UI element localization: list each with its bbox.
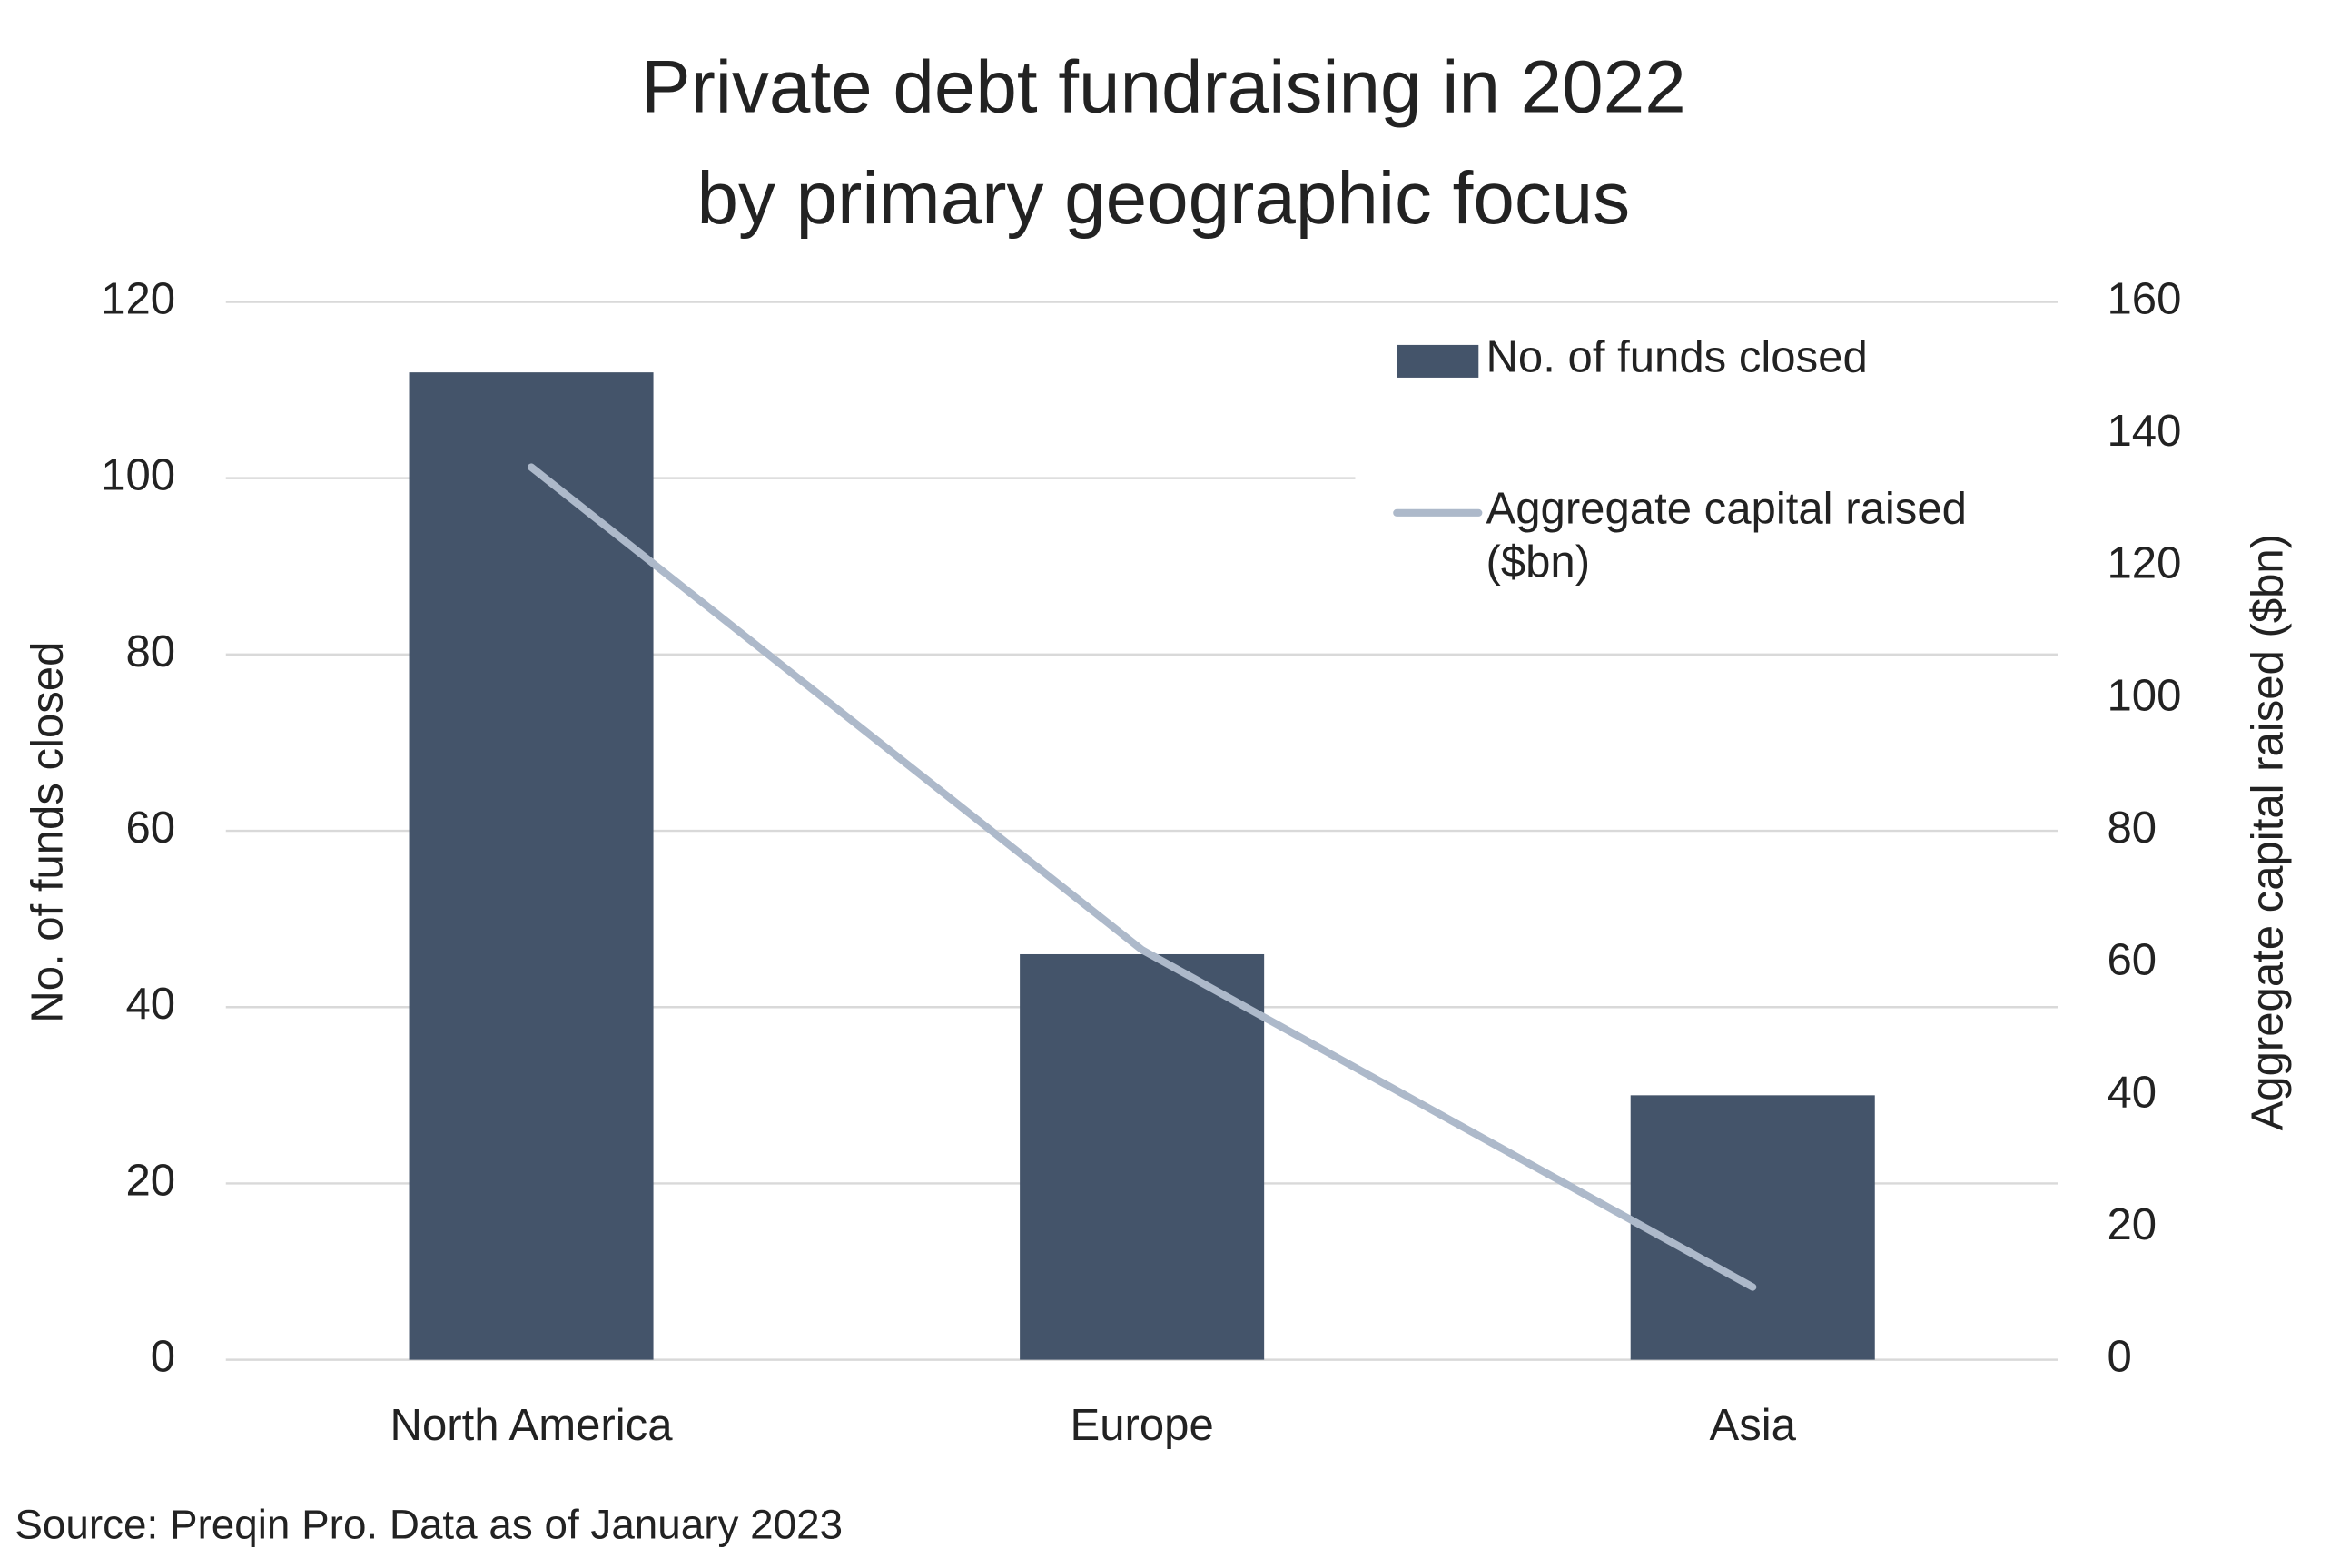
legend-label: No. of funds closed bbox=[1486, 332, 1868, 382]
y2-tick-label: 20 bbox=[2108, 1200, 2157, 1249]
bar bbox=[1020, 953, 1265, 1360]
x-tick-label: Asia bbox=[1709, 1401, 1796, 1450]
y-tick-label: 0 bbox=[151, 1333, 175, 1382]
line-series bbox=[527, 463, 1757, 1291]
y-tick-label: 120 bbox=[101, 274, 175, 323]
legend-swatch bbox=[1397, 344, 1479, 378]
y2-tick-label: 60 bbox=[2108, 936, 2157, 985]
y-tick-label: 40 bbox=[126, 980, 176, 1029]
y2-tick-label: 40 bbox=[2108, 1068, 2157, 1117]
chart-title: by primary geographic focus bbox=[697, 157, 1631, 240]
y2-tick-label: 100 bbox=[2108, 671, 2182, 720]
y2-tick-label: 80 bbox=[2108, 804, 2157, 853]
bar bbox=[1630, 1095, 1875, 1360]
y2-tick-label: 0 bbox=[2108, 1333, 2132, 1382]
y2-tick-label: 120 bbox=[2108, 539, 2182, 588]
x-tick-label: Europe bbox=[1071, 1401, 1214, 1450]
y-tick-label: 80 bbox=[126, 627, 176, 676]
bar bbox=[409, 372, 654, 1360]
chart-title: Private debt fundraising in 2022 bbox=[641, 45, 1686, 128]
y-tick-label: 60 bbox=[126, 804, 176, 853]
source-note: Source: Preqin Pro. Data as of January 2… bbox=[15, 1502, 843, 1548]
legend-label: Aggregate capital raised ($bn) bbox=[1486, 484, 1967, 587]
y2-axis-title: Aggregate capital raised ($bn) bbox=[2244, 534, 2293, 1131]
y2-tick-label: 160 bbox=[2108, 274, 2182, 323]
x-tick-label: North America bbox=[390, 1401, 674, 1450]
y-tick-label: 100 bbox=[101, 451, 175, 500]
legend-item: No. of funds closed bbox=[1486, 332, 1868, 382]
legend-item: Aggregate capital raised ($bn) bbox=[1486, 484, 1967, 587]
y-tick-label: 20 bbox=[126, 1156, 176, 1205]
y2-tick-label: 140 bbox=[2108, 407, 2182, 456]
y-axis-title: No. of funds closed bbox=[24, 642, 73, 1023]
